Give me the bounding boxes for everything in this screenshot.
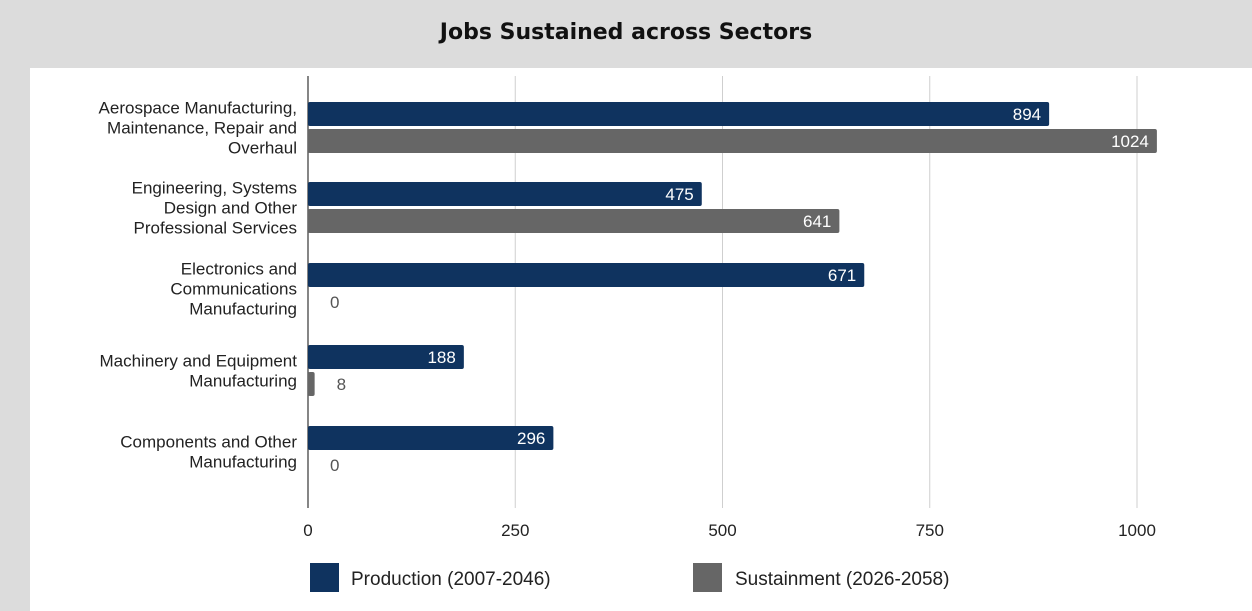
sustainment-bar <box>308 209 840 233</box>
chart-title: Jobs Sustained across Sectors <box>439 19 813 45</box>
category-label: Aerospace Manufacturing, <box>99 99 297 118</box>
legend-label: Sustainment (2026-2058) <box>735 569 949 590</box>
production-bar <box>308 345 464 369</box>
category-label: Engineering, Systems <box>132 179 297 198</box>
data-label: 1024 <box>1111 132 1149 151</box>
data-label: 641 <box>803 212 831 231</box>
x-tick-label: 250 <box>501 521 529 540</box>
production-bar <box>308 102 1050 126</box>
data-label: 894 <box>1013 105 1041 124</box>
category-label: Communications <box>170 280 297 299</box>
x-tick-label: 0 <box>303 521 312 540</box>
category-label: Professional Services <box>134 219 297 238</box>
sustainment-bar <box>308 129 1157 153</box>
x-tick-label: 500 <box>708 521 736 540</box>
legend-swatch-sustainment <box>693 563 722 592</box>
category-label: Overhaul <box>228 139 297 158</box>
category-label: Machinery and Equipment <box>99 352 297 371</box>
data-label: 296 <box>517 429 545 448</box>
category-label: Manufacturing <box>189 453 297 472</box>
category-label: Electronics and <box>181 260 297 279</box>
data-label: 0 <box>330 456 339 475</box>
data-label: 475 <box>665 185 693 204</box>
title-bar: Jobs Sustained across Sectors <box>0 0 1252 64</box>
x-tick-label: 750 <box>916 521 944 540</box>
category-label: Maintenance, Repair and <box>107 119 297 138</box>
sustainment-bar <box>308 372 315 396</box>
data-label: 0 <box>330 293 339 312</box>
category-label: Design and Other <box>164 199 298 218</box>
category-label: Manufacturing <box>189 300 297 319</box>
data-label: 188 <box>427 348 455 367</box>
legend-label: Production (2007-2046) <box>351 569 551 590</box>
x-tick-label: 1000 <box>1118 521 1156 540</box>
plot-panel <box>30 68 1252 611</box>
data-label: 8 <box>337 375 346 394</box>
category-label: Manufacturing <box>189 372 297 391</box>
data-label: 671 <box>828 266 856 285</box>
category-label: Components and Other <box>120 433 297 452</box>
production-bar <box>308 426 554 450</box>
legend-swatch-production <box>310 563 339 592</box>
production-bar <box>308 263 865 287</box>
production-bar <box>308 182 702 206</box>
